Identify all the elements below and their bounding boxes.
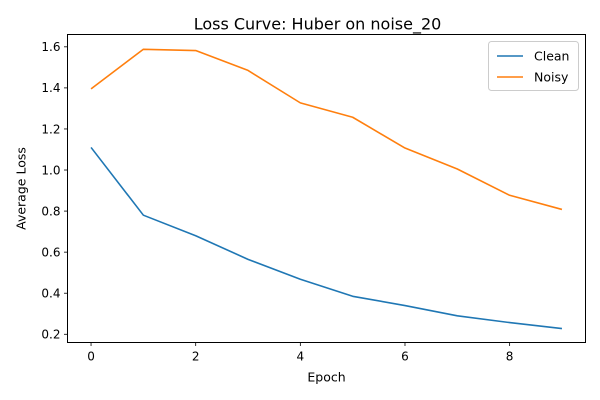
y-tick-label: 0.4 — [41, 287, 60, 301]
legend-box — [488, 41, 579, 91]
y-axis: 0.2 0.4 0.6 0.8 1.0 1.2 1.4 1.6 — [41, 40, 68, 342]
legend: Clean Noisy — [488, 41, 579, 91]
series-line-noisy — [90, 48, 563, 211]
y-tick-label: 1.6 — [41, 40, 60, 54]
y-tick-label: 0.2 — [41, 328, 60, 342]
x-tick-label: 2 — [192, 350, 200, 364]
x-axis-label: Epoch — [307, 370, 345, 385]
chart-title: Loss Curve: Huber on noise_20 — [194, 15, 442, 35]
y-tick-label: 1.4 — [41, 81, 60, 95]
legend-label-clean: Clean — [534, 49, 569, 64]
y-tick-label: 0.6 — [41, 245, 60, 259]
x-axis: 0 2 4 6 8 — [87, 342, 514, 364]
x-tick-label: 0 — [87, 350, 95, 364]
y-tick-label: 1.2 — [41, 122, 60, 136]
series-line-clean — [90, 146, 563, 330]
y-tick-label: 1.0 — [41, 163, 60, 177]
legend-label-noisy: Noisy — [534, 70, 569, 85]
x-tick-label: 6 — [401, 350, 409, 364]
y-axis-label: Average Loss — [14, 147, 29, 230]
series-layer — [90, 48, 563, 330]
x-tick-label: 8 — [506, 350, 514, 364]
x-tick-label: 4 — [297, 350, 305, 364]
y-tick-label: 0.8 — [41, 204, 60, 218]
